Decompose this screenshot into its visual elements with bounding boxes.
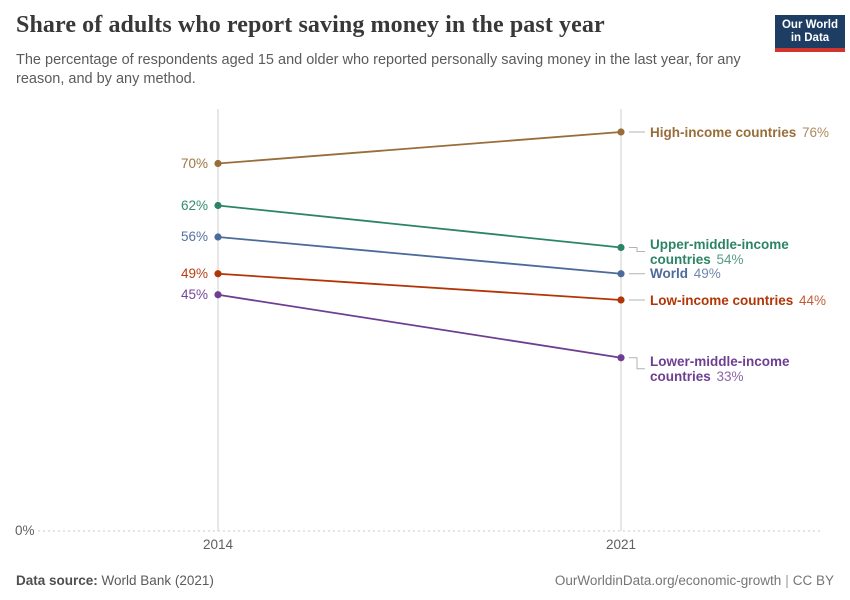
series-end-label[interactable]: High-income countries 76%: [650, 124, 830, 140]
series-start-value-label: 45%: [180, 286, 208, 302]
series-start-value-label: 70%: [180, 155, 208, 171]
series-line[interactable]: [217, 131, 622, 165]
series-dot-end[interactable]: [617, 296, 625, 304]
chart-footer: Data source: World Bank (2021) OurWorldi…: [16, 573, 834, 588]
series-start-value-label: 56%: [180, 229, 208, 244]
footer-separator: |: [785, 573, 789, 588]
series-line[interactable]: [217, 293, 622, 359]
series-end-value: 49%: [690, 266, 721, 282]
series-end-label[interactable]: Low-income countries 44%: [650, 292, 827, 308]
series-start-value-label: 62%: [180, 197, 208, 213]
page-title: Share of adults who report saving money …: [16, 12, 605, 38]
chart-subtitle: The percentage of respondents aged 15 an…: [16, 52, 741, 87]
series-end-value: 54%: [712, 251, 744, 267]
x-tick-2021: 2021: [605, 537, 637, 552]
data-source: Data source: World Bank (2021): [16, 573, 214, 588]
label-connector: [629, 247, 645, 252]
owid-url-link[interactable]: OurWorldinData.org/economic-growth: [554, 573, 782, 588]
series-end-value: 76%: [798, 124, 830, 140]
series-dot-end[interactable]: [617, 354, 625, 362]
series-line[interactable]: [217, 204, 622, 249]
owid-logo[interactable]: Our World in Data: [775, 15, 845, 52]
series-end-label[interactable]: Lower-middle-income countries 33%: [650, 353, 790, 384]
series-start-value-label: 49%: [180, 265, 208, 281]
series-dot-end[interactable]: [617, 243, 625, 252]
owid-logo-line1: Our World: [781, 19, 838, 31]
series-dot-start[interactable]: [214, 233, 222, 241]
series-dot-start[interactable]: [214, 291, 222, 299]
x-tick-2014: 2014: [202, 537, 234, 552]
series-dot-start[interactable]: [214, 159, 222, 168]
series-line[interactable]: [217, 272, 622, 301]
series-end-value: 33%: [712, 368, 744, 384]
license-link[interactable]: CC BY: [792, 573, 834, 588]
data-source-label: Data source:: [16, 573, 98, 588]
label-connector: [629, 357, 645, 370]
series-dot-start[interactable]: [214, 201, 222, 210]
series-end-label[interactable]: World 49%: [650, 266, 721, 282]
owid-logo-line2: in Data: [790, 32, 830, 44]
series-dot-end[interactable]: [617, 128, 625, 136]
series-end-value: 44%: [795, 292, 827, 308]
series-end-label[interactable]: Upper-middle-income countries 54%: [650, 236, 789, 267]
data-source-value: World Bank (2021): [101, 573, 214, 588]
y-axis-zero-label: 0%: [15, 523, 35, 538]
series-dot-start[interactable]: [214, 270, 222, 278]
series-dot-end[interactable]: [617, 270, 625, 278]
series-line[interactable]: [217, 236, 622, 275]
footer-right: OurWorldinData.org/economic-growth | CC BY: [555, 573, 834, 588]
